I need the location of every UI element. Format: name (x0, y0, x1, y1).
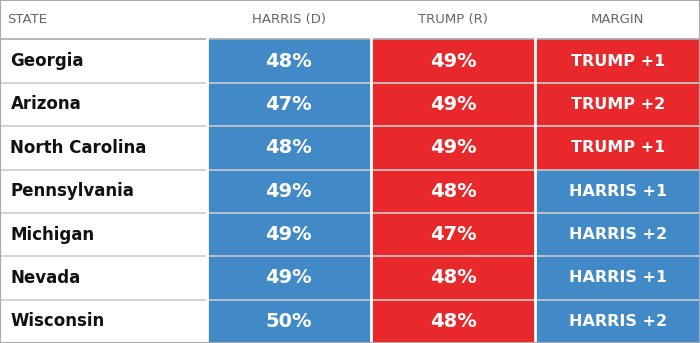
Bar (206, 169, 371, 213)
Bar (0, 300, 206, 343)
Bar (0, 126, 206, 169)
Bar (371, 39, 536, 83)
Bar (371, 126, 536, 169)
Text: HARRIS +1: HARRIS +1 (568, 270, 667, 285)
Text: 49%: 49% (265, 225, 312, 244)
Text: 49%: 49% (430, 95, 477, 114)
Text: HARRIS +2: HARRIS +2 (568, 314, 667, 329)
Text: 47%: 47% (265, 95, 312, 114)
Bar (536, 39, 700, 83)
Text: 47%: 47% (430, 225, 477, 244)
Text: 49%: 49% (430, 138, 477, 157)
Text: Michigan: Michigan (10, 226, 94, 244)
Bar (536, 300, 700, 343)
Bar (536, 256, 700, 300)
Bar (206, 213, 371, 256)
Bar (371, 169, 536, 213)
Bar (371, 213, 536, 256)
Bar (0, 39, 206, 83)
Text: TRUMP +1: TRUMP +1 (570, 140, 665, 155)
Bar (0, 169, 206, 213)
Bar (206, 300, 371, 343)
Text: Nevada: Nevada (10, 269, 80, 287)
Text: Pennsylvania: Pennsylvania (10, 182, 134, 200)
Bar (0, 83, 206, 126)
Text: 48%: 48% (265, 52, 312, 71)
Bar (536, 83, 700, 126)
Text: 49%: 49% (265, 269, 312, 287)
Text: North Carolina: North Carolina (10, 139, 147, 157)
Text: Arizona: Arizona (10, 95, 81, 114)
Bar (536, 169, 700, 213)
Bar (206, 256, 371, 300)
Text: 49%: 49% (265, 182, 312, 201)
Text: 48%: 48% (430, 312, 477, 331)
Text: HARRIS (D): HARRIS (D) (252, 13, 326, 26)
Bar (371, 300, 536, 343)
Text: TRUMP +1: TRUMP +1 (570, 54, 665, 69)
Text: HARRIS +2: HARRIS +2 (568, 227, 667, 242)
Bar (536, 213, 700, 256)
Bar (371, 83, 536, 126)
Text: 48%: 48% (430, 182, 477, 201)
Text: HARRIS +1: HARRIS +1 (568, 184, 667, 199)
Bar (371, 256, 536, 300)
Text: 48%: 48% (265, 138, 312, 157)
Bar (206, 83, 371, 126)
Text: TRUMP +2: TRUMP +2 (570, 97, 665, 112)
Bar (536, 126, 700, 169)
Text: 50%: 50% (265, 312, 312, 331)
Text: Georgia: Georgia (10, 52, 84, 70)
Bar (0, 256, 206, 300)
Bar (0, 0, 700, 39)
Text: 49%: 49% (430, 52, 477, 71)
Text: 48%: 48% (430, 269, 477, 287)
Bar (206, 126, 371, 169)
Bar (0, 213, 206, 256)
Text: TRUMP (R): TRUMP (R) (419, 13, 488, 26)
Text: STATE: STATE (7, 13, 47, 26)
Text: Wisconsin: Wisconsin (10, 312, 105, 330)
Text: MARGIN: MARGIN (591, 13, 645, 26)
Bar (206, 39, 371, 83)
